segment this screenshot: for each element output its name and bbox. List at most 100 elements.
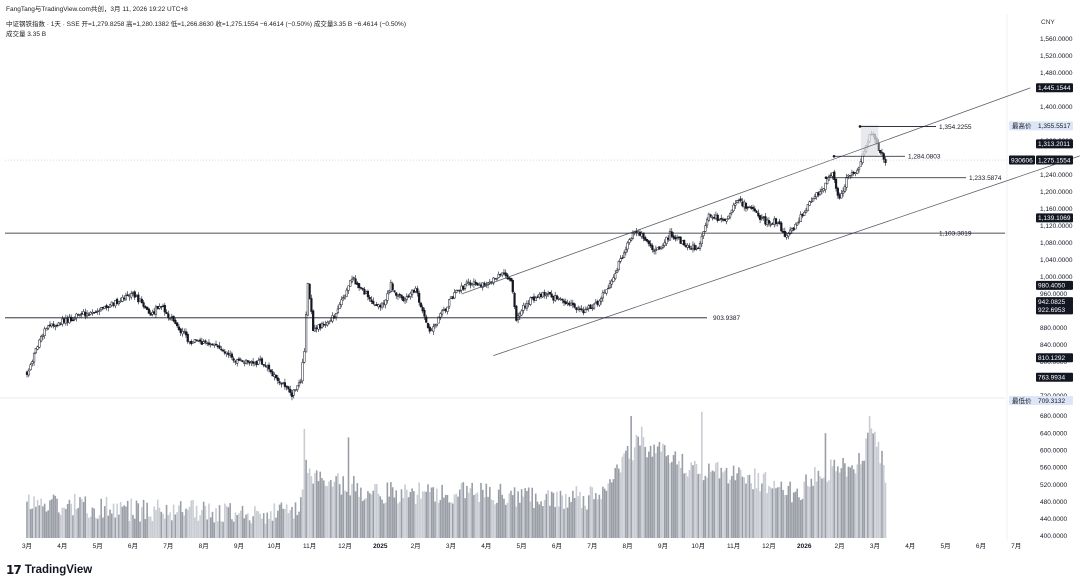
candle-body [442,309,445,312]
volume-bar [448,502,450,538]
volume-bar [849,467,851,538]
volume-bar [328,481,330,538]
candle-body [817,192,820,196]
volume-bar [47,510,49,538]
candle-body [273,374,276,377]
candle-body [568,302,571,306]
candle-body [769,224,772,226]
volume-axis-tick: 640.0000 [1040,430,1067,437]
candle-body [433,324,437,327]
volume-bar [126,500,129,538]
volume-bar [190,500,193,538]
symbol-tag-label: 930606 [1011,157,1033,164]
volume-bar [303,428,306,538]
candle-body [252,361,255,364]
volume-bar [609,479,611,538]
volume-bar [838,472,841,538]
candle-body [45,328,48,331]
candle-body [674,236,677,240]
volume-bar [91,507,94,538]
volume-bar [870,428,873,538]
volume-bar [746,475,749,538]
candle-body [296,385,299,390]
volume-bar [817,470,820,538]
volume-bar [775,488,777,538]
volume-bar [114,517,117,538]
price-axis-tick: 1,000.0000 [1040,274,1073,281]
volume-bar [681,453,684,538]
candle-body [138,298,142,302]
volume-bar [483,497,486,538]
candle-body [469,282,472,286]
volume-bar [704,475,707,538]
volume-bar [542,505,544,538]
volume-bar [93,508,95,538]
time-axis-label: 3月 [870,542,880,550]
horizontal-level-label: 1,284.0803 [908,154,941,161]
volume-bar [33,496,35,538]
candle-body [534,297,537,302]
candle-body [522,304,525,311]
candle-body [663,242,666,246]
volume-bar [506,502,509,538]
volume-bar [829,459,832,538]
volume-bar [831,466,834,538]
volume-bar [538,504,541,538]
candle-body [158,306,161,309]
volume-bar [630,416,632,538]
volume-bar [771,488,774,538]
volume-bar [356,483,359,538]
volume-bar [702,480,705,538]
volume-bar [450,502,452,538]
volume-bar [241,505,244,538]
candle-body [395,292,398,296]
price-tag: 1,445.1544 [1036,83,1073,93]
candle-body [253,362,256,365]
candle-body [584,309,587,313]
volume-bar [236,515,239,538]
candle-body [531,296,534,299]
candle-body [790,228,793,232]
candle-body [183,331,186,333]
volume-bar [365,498,367,538]
volume-bar [213,522,216,538]
volume-bar [557,506,560,538]
candle-body [471,283,474,286]
candle-body [350,278,354,282]
candle-body [402,296,405,301]
candle-body [89,312,92,315]
candle-body [488,281,491,284]
candle-body [176,322,179,327]
candle-body [670,231,673,237]
volume-bar [616,464,618,538]
volume-bar [466,485,468,538]
volume-bar [665,456,668,538]
volume-bar [672,455,675,538]
volume-bar [810,478,813,538]
volume-bar [227,507,230,538]
price-tag-label: 709.3132 [1038,398,1065,405]
candle-body [880,152,884,154]
volume-bar [194,517,196,538]
volume-bar [621,456,624,538]
time-axis-label: 8月 [623,542,633,550]
candle-body [161,305,165,307]
candle-body [559,298,562,300]
candle-body [580,308,583,310]
volume-bar [533,507,535,538]
volume-bar [451,503,454,538]
candle-body [810,200,813,203]
candle-body [819,191,822,195]
volume-bar [388,496,390,538]
volume-bar [342,476,345,538]
tradingview-logo[interactable]: 17 TradingView [6,562,92,578]
candle-body [31,361,34,364]
price-axis-tick: 1,120.0000 [1040,223,1073,230]
price-tag-box [1009,396,1073,406]
volume-bar [349,495,352,538]
volume-axis-tick: 400.0000 [1040,533,1067,540]
candle-body [813,196,816,199]
candle-body [165,311,168,315]
candle-body [412,289,415,293]
